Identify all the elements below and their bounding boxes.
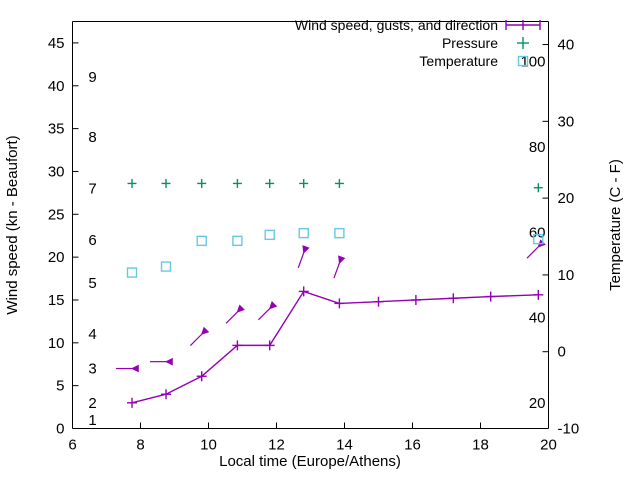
y2-tick-label-celsius: 10 bbox=[558, 267, 575, 284]
legend-label-temperature: Temperature bbox=[419, 53, 498, 69]
x-axis-ticks: 6 8 10 12 14 16 18 20 bbox=[68, 422, 557, 454]
y2-tick-label-fahrenheit: 60 bbox=[529, 224, 546, 241]
y2-tick-label-celsius: 40 bbox=[558, 37, 575, 54]
y-tick-label: 35 bbox=[48, 121, 65, 138]
temperature-point bbox=[160, 261, 172, 272]
y-tick-label: 30 bbox=[48, 163, 65, 180]
beaufort-label: 5 bbox=[88, 275, 96, 292]
y-axis-title: Wind speed (kn - Beaufort) bbox=[4, 135, 21, 314]
pressure-point bbox=[299, 178, 309, 188]
wind-speed-point bbox=[232, 340, 243, 351]
wind-speed-point bbox=[161, 389, 171, 400]
y2-axis-ticks-celsius: -10 0 10 20 30 40 bbox=[542, 37, 580, 438]
series-gusts-direction bbox=[116, 239, 546, 373]
y2-tick-label-fahrenheit: 80 bbox=[529, 139, 546, 156]
x-tick-label: 20 bbox=[540, 437, 557, 454]
wind-direction-arrow bbox=[257, 301, 278, 321]
y2-tick-label-fahrenheit: 40 bbox=[529, 310, 546, 327]
x-tick-label: 18 bbox=[472, 437, 489, 454]
beaufort-label: 8 bbox=[88, 129, 96, 146]
legend-marker-wind bbox=[505, 20, 541, 30]
wind-speed-point bbox=[196, 371, 207, 382]
beaufort-label: 9 bbox=[88, 69, 96, 86]
wind-direction-arrow bbox=[116, 364, 139, 373]
wind-speed-point bbox=[410, 294, 421, 305]
legend: Wind speed, gusts, and direction Pressur… bbox=[295, 17, 541, 69]
plot-frame bbox=[72, 21, 549, 429]
y2-axis-labels-fahrenheit: 20 40 60 80 100 bbox=[520, 54, 545, 412]
beaufort-scale-labels: 12 3 4 5 6 7 8 9 bbox=[88, 69, 96, 429]
temperature-point bbox=[264, 229, 275, 241]
y-tick-label: 40 bbox=[48, 78, 65, 95]
wind-direction-arrow bbox=[189, 326, 210, 346]
beaufort-label: 1 bbox=[88, 412, 96, 429]
beaufort-label: 2 bbox=[88, 395, 96, 412]
wind-direction-arrow bbox=[150, 357, 173, 366]
temperature-point bbox=[334, 227, 345, 239]
wind-speed-point bbox=[485, 291, 496, 302]
series-wind-speed bbox=[127, 286, 544, 408]
temperature-point bbox=[533, 233, 544, 245]
temperature-point bbox=[126, 267, 138, 278]
pressure-point bbox=[265, 178, 275, 188]
temperature-point bbox=[232, 235, 243, 247]
x-tick-label: 12 bbox=[268, 437, 285, 454]
beaufort-label: 6 bbox=[88, 232, 96, 249]
pressure-point bbox=[161, 178, 171, 188]
y2-tick-label-celsius: 30 bbox=[558, 113, 575, 130]
wind-speed-point bbox=[533, 289, 544, 300]
x-tick-label: 16 bbox=[404, 437, 421, 454]
y-tick-label: 10 bbox=[48, 335, 65, 352]
x-tick-label: 6 bbox=[68, 437, 76, 454]
y-axis-ticks: 0 5 10 15 20 25 30 35 40 45 bbox=[48, 35, 79, 438]
legend-label-pressure: Pressure bbox=[442, 35, 498, 51]
temperature-point bbox=[298, 227, 309, 239]
y2-axis-title: Temperature (C - F) bbox=[607, 159, 624, 291]
series-pressure bbox=[127, 178, 543, 193]
y-tick-label: 45 bbox=[48, 35, 65, 52]
beaufort-label: 3 bbox=[88, 361, 96, 378]
y2-tick-label-celsius: -10 bbox=[558, 421, 580, 438]
y-tick-label: 15 bbox=[48, 292, 65, 309]
series-temperature bbox=[126, 227, 544, 278]
wind-speed-point bbox=[127, 397, 137, 408]
x-tick-label: 14 bbox=[336, 437, 353, 454]
wind-speed-point bbox=[298, 286, 309, 297]
pressure-point bbox=[232, 178, 242, 188]
wind-direction-arrow bbox=[333, 255, 346, 279]
wind-direction-arrow bbox=[297, 245, 310, 269]
pressure-point bbox=[533, 183, 543, 193]
x-axis-title: Local time (Europe/Athens) bbox=[219, 453, 401, 470]
y2-tick-label-fahrenheit: 20 bbox=[529, 395, 546, 412]
beaufort-label: 7 bbox=[88, 181, 96, 198]
legend-marker-pressure bbox=[517, 37, 529, 49]
wind-speed-line bbox=[131, 290, 539, 404]
wind-speed-point bbox=[334, 298, 345, 309]
y-tick-label: 0 bbox=[56, 421, 64, 438]
y-tick-label: 25 bbox=[48, 206, 65, 223]
legend-marker-temperature bbox=[517, 55, 529, 67]
wind-speed-point bbox=[264, 340, 275, 351]
y2-tick-label-celsius: 0 bbox=[558, 344, 566, 361]
y-tick-label: 20 bbox=[48, 249, 65, 266]
y-tick-label: 5 bbox=[56, 378, 64, 395]
y2-tick-label-fahrenheit: 100 bbox=[520, 54, 545, 71]
beaufort-label: 4 bbox=[88, 326, 96, 343]
temperature-point bbox=[196, 235, 207, 247]
wind-speed-point bbox=[373, 296, 384, 307]
legend-label-wind: Wind speed, gusts, and direction bbox=[295, 17, 498, 33]
wind-direction-arrow bbox=[225, 304, 245, 324]
y2-tick-label-celsius: 20 bbox=[558, 190, 575, 207]
wind-speed-point bbox=[448, 293, 459, 304]
pressure-point bbox=[127, 178, 137, 188]
x-tick-label: 10 bbox=[200, 437, 217, 454]
pressure-point bbox=[334, 178, 344, 188]
pressure-point bbox=[197, 178, 207, 188]
x-tick-label: 8 bbox=[136, 437, 144, 454]
